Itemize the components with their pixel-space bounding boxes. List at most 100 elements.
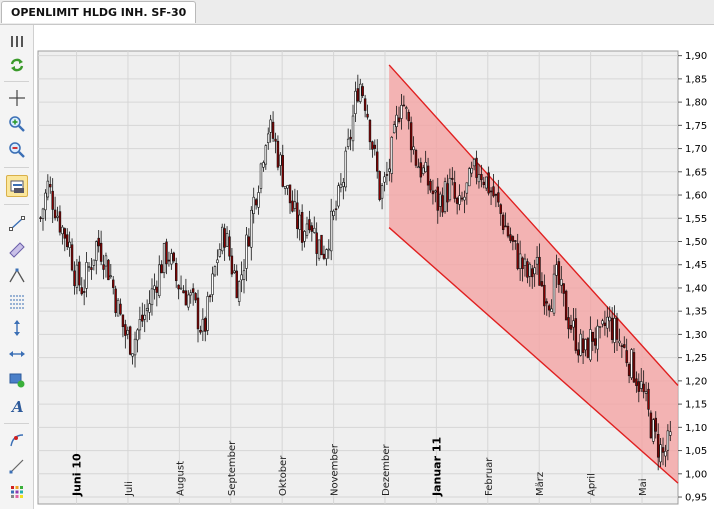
candle bbox=[482, 176, 486, 189]
y-tick-label: 1,75 bbox=[685, 121, 707, 132]
candle bbox=[80, 277, 83, 296]
candle bbox=[429, 178, 432, 193]
trendline-icon[interactable] bbox=[6, 213, 28, 235]
candle bbox=[264, 144, 268, 170]
candle bbox=[269, 114, 272, 143]
candle bbox=[366, 104, 369, 120]
candle bbox=[564, 289, 568, 321]
candle bbox=[640, 367, 643, 392]
tab-bar: OPENLIMIT HLDG INH. SF-30 bbox=[0, 0, 714, 25]
chart-tab[interactable]: OPENLIMIT HLDG INH. SF-30 bbox=[1, 1, 197, 23]
candle bbox=[361, 83, 364, 98]
candle bbox=[625, 338, 628, 367]
rectangle-icon[interactable] bbox=[6, 369, 28, 391]
candle bbox=[586, 337, 590, 359]
candle bbox=[39, 216, 42, 222]
candles bbox=[39, 74, 672, 471]
color-palette-icon[interactable] bbox=[6, 481, 28, 503]
candle bbox=[206, 291, 209, 336]
pen-icon[interactable] bbox=[6, 455, 28, 477]
triangle-icon[interactable] bbox=[6, 265, 28, 287]
candle bbox=[552, 264, 556, 317]
candle bbox=[87, 262, 91, 272]
candle bbox=[218, 243, 222, 258]
candle bbox=[68, 231, 71, 257]
candle bbox=[359, 78, 362, 104]
x-axis: Juni 10 Juli August September Oktober Novembe… bbox=[71, 437, 649, 497]
candle bbox=[627, 362, 631, 384]
candle bbox=[296, 190, 299, 239]
candle bbox=[506, 222, 510, 239]
candle bbox=[499, 203, 502, 226]
candle bbox=[235, 264, 238, 299]
candlestick-chart[interactable]: 0,95 1,00 1,05 1,10 1,15 1,20 1,25 1,30 1,35 1,40… bbox=[34, 25, 714, 509]
chart-settings-icon[interactable] bbox=[6, 175, 28, 197]
candle bbox=[92, 259, 96, 271]
horizontal-line-icon[interactable] bbox=[6, 343, 28, 365]
candle bbox=[322, 245, 326, 261]
candle bbox=[267, 127, 270, 150]
candle bbox=[237, 280, 241, 306]
candle bbox=[654, 411, 657, 439]
candle bbox=[104, 252, 108, 278]
candle bbox=[501, 212, 505, 235]
candle bbox=[363, 94, 367, 118]
candle bbox=[547, 303, 551, 318]
candle bbox=[618, 328, 621, 347]
x-tick-label: Oktober bbox=[278, 455, 289, 496]
candle bbox=[405, 105, 408, 120]
candle bbox=[150, 278, 154, 316]
candle bbox=[240, 261, 243, 293]
x-tick-label: Januar 11 bbox=[430, 437, 443, 497]
candle bbox=[320, 234, 323, 256]
candle bbox=[70, 238, 74, 272]
x-tick-label: Mai bbox=[638, 478, 649, 496]
candle bbox=[95, 240, 98, 275]
x-tick-label: Juni 10 bbox=[71, 453, 84, 497]
candle bbox=[325, 248, 328, 266]
fibonacci-icon[interactable] bbox=[6, 291, 28, 313]
candle bbox=[305, 216, 309, 239]
candle bbox=[330, 198, 333, 261]
zoom-in-icon[interactable] bbox=[6, 113, 28, 135]
columns-icon[interactable] bbox=[6, 31, 28, 53]
candle bbox=[422, 164, 425, 176]
candle bbox=[339, 173, 343, 193]
candle bbox=[409, 116, 413, 163]
y-tick-label: 1,35 bbox=[685, 307, 707, 318]
candle bbox=[669, 420, 672, 442]
channel-icon[interactable] bbox=[6, 239, 28, 261]
candle bbox=[177, 284, 180, 300]
candle bbox=[344, 146, 347, 192]
candle bbox=[434, 189, 437, 203]
candle bbox=[223, 223, 226, 261]
candle bbox=[160, 260, 163, 274]
candle bbox=[334, 200, 338, 221]
candle bbox=[279, 152, 282, 176]
candle bbox=[221, 223, 224, 255]
candle bbox=[414, 148, 418, 168]
candle bbox=[480, 164, 483, 188]
y-tick-label: 1,15 bbox=[685, 400, 707, 411]
candle bbox=[545, 298, 548, 316]
candle bbox=[632, 348, 636, 383]
refresh-icon[interactable] bbox=[6, 54, 28, 76]
candle bbox=[531, 265, 534, 289]
text-icon[interactable]: A bbox=[6, 395, 28, 417]
candle bbox=[400, 94, 403, 130]
candle bbox=[560, 266, 563, 294]
candle bbox=[431, 179, 435, 205]
candle bbox=[664, 444, 667, 467]
chart-area[interactable]: 0,95 1,00 1,05 1,10 1,15 1,20 1,25 1,30 1,35 1,40… bbox=[34, 25, 714, 509]
candle bbox=[262, 160, 265, 172]
y-tick-label: 1,40 bbox=[685, 283, 707, 294]
zoom-out-icon[interactable] bbox=[6, 139, 28, 161]
candle bbox=[485, 176, 488, 192]
candle bbox=[584, 338, 587, 357]
arc-icon[interactable] bbox=[6, 429, 28, 451]
candle bbox=[419, 157, 423, 183]
vertical-line-icon[interactable] bbox=[6, 317, 28, 339]
candle bbox=[44, 189, 47, 221]
candle bbox=[170, 248, 173, 270]
crosshair-icon[interactable] bbox=[6, 87, 28, 109]
